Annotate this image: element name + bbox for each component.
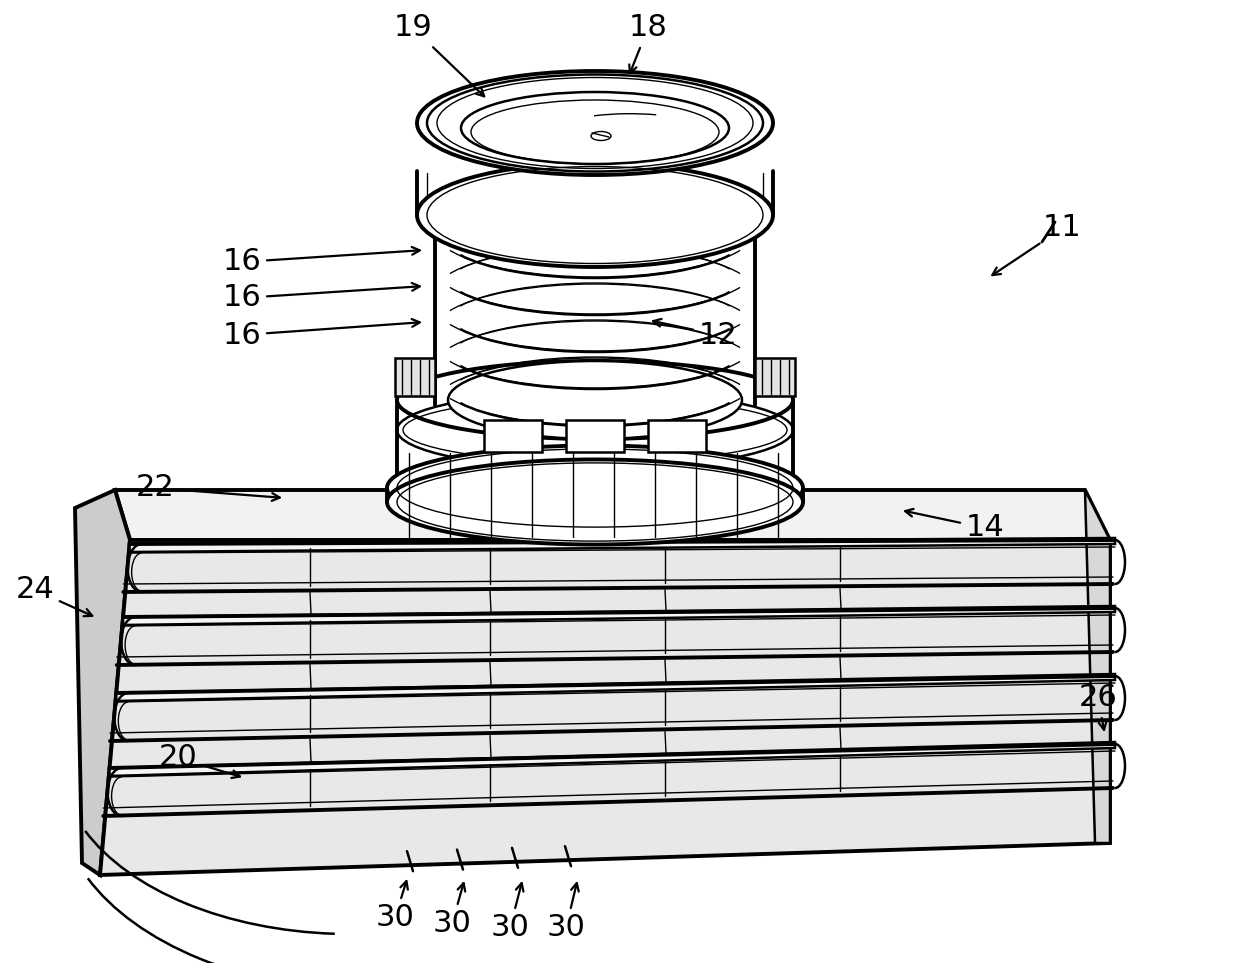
Polygon shape (100, 540, 1110, 875)
Polygon shape (74, 490, 130, 875)
Text: 16: 16 (223, 247, 420, 276)
Text: 24: 24 (16, 576, 92, 616)
Polygon shape (109, 742, 1115, 776)
Text: 18: 18 (629, 13, 667, 73)
Ellipse shape (461, 92, 729, 164)
Text: 22: 22 (135, 474, 280, 503)
Text: 12: 12 (653, 319, 738, 350)
Text: 14: 14 (905, 508, 1004, 542)
Text: 30: 30 (491, 883, 529, 943)
Ellipse shape (397, 361, 794, 439)
Text: 26: 26 (1079, 684, 1117, 730)
Ellipse shape (387, 459, 804, 544)
Ellipse shape (387, 446, 804, 531)
Polygon shape (123, 606, 1115, 625)
Text: 30: 30 (376, 881, 414, 932)
Text: 19: 19 (393, 13, 484, 96)
Polygon shape (1085, 490, 1110, 843)
FancyBboxPatch shape (649, 420, 706, 452)
Ellipse shape (448, 361, 742, 439)
Polygon shape (117, 674, 1115, 701)
Polygon shape (396, 358, 435, 396)
Text: 11: 11 (1043, 214, 1081, 243)
Text: 16: 16 (223, 319, 420, 350)
Polygon shape (115, 490, 1110, 540)
Text: 30: 30 (547, 883, 585, 943)
Text: 30: 30 (433, 883, 471, 939)
FancyBboxPatch shape (565, 420, 624, 452)
Text: 16: 16 (223, 283, 420, 313)
Ellipse shape (417, 71, 773, 175)
FancyBboxPatch shape (484, 420, 542, 452)
Polygon shape (755, 358, 795, 396)
Ellipse shape (417, 163, 773, 267)
Text: 20: 20 (159, 743, 241, 778)
Polygon shape (130, 538, 1115, 552)
